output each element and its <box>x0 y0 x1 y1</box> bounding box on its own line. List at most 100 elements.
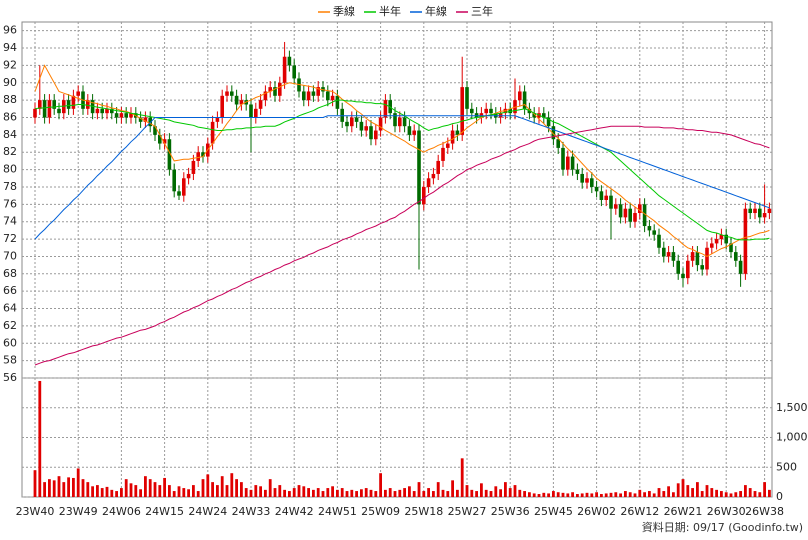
candle-body <box>95 108 100 114</box>
volume-bar <box>172 491 176 497</box>
candle-body <box>532 113 536 118</box>
volume-bar <box>518 489 522 497</box>
volume-bar <box>475 491 478 497</box>
volume-bar <box>662 491 666 497</box>
volume-bar <box>134 485 138 497</box>
candle-body <box>258 100 263 109</box>
y-tick-label: 56 <box>3 371 17 384</box>
volume-bar <box>739 491 742 497</box>
candle-body <box>345 121 349 127</box>
candle-body <box>575 169 580 174</box>
y-tick-label: 86 <box>3 111 17 124</box>
y-tick-label: 62 <box>3 319 17 332</box>
volume-bar <box>182 488 186 497</box>
volume-bar <box>129 483 133 497</box>
volume-bar <box>470 489 474 497</box>
candle-body <box>210 121 215 144</box>
candle-body <box>172 169 176 192</box>
x-tick-label: 26W12 <box>620 505 659 518</box>
candle-body <box>191 160 196 174</box>
candle-body <box>143 117 148 122</box>
volume-bar <box>91 486 94 497</box>
candle-body <box>657 234 661 248</box>
volume-bar <box>763 482 766 497</box>
volume-bar <box>643 492 646 497</box>
candle-body <box>426 178 431 187</box>
y-tick-label: 68 <box>3 267 17 280</box>
volume-bar <box>120 488 123 497</box>
volume-bar <box>96 485 99 497</box>
candle-body <box>455 130 460 135</box>
volume-bar <box>369 489 373 497</box>
candle-body <box>177 191 181 196</box>
volume-bar <box>52 480 56 497</box>
candle-body <box>129 113 133 118</box>
candle-body <box>407 126 412 135</box>
volume-bar <box>259 486 262 497</box>
candle-body <box>714 239 719 244</box>
volume-bar <box>628 492 632 497</box>
candle-body <box>38 100 42 109</box>
y-tick-label: 60 <box>3 336 17 349</box>
candle-body <box>220 95 224 118</box>
candle-body <box>561 147 565 170</box>
volume-bar <box>456 489 459 497</box>
volume-bar <box>676 483 680 497</box>
volume-bar <box>590 493 594 497</box>
candle-body <box>710 243 714 248</box>
volume-bar <box>576 494 579 497</box>
candle-body <box>585 178 589 183</box>
volume-bar <box>585 492 589 497</box>
volume-bar <box>422 491 426 497</box>
candle-body <box>729 243 733 253</box>
volume-bar <box>153 482 157 497</box>
volume-bar <box>744 485 747 497</box>
candle-body <box>393 113 397 127</box>
volume-bar <box>249 489 253 497</box>
x-tick-label: 25W36 <box>491 505 530 518</box>
x-tick-label: 24W24 <box>188 505 227 518</box>
candle-body <box>450 130 455 144</box>
candle-body <box>225 91 229 96</box>
y-tick-label: 58 <box>3 354 17 367</box>
candle-body <box>383 100 388 118</box>
candle-body <box>292 65 296 79</box>
volume-bar <box>705 485 709 497</box>
volume-bar <box>158 485 162 497</box>
volume-bar <box>552 491 555 497</box>
volume-bar <box>100 488 104 497</box>
candle-body <box>86 100 90 109</box>
volume-bar <box>278 485 282 497</box>
volume-bar <box>403 488 406 497</box>
y-tick-label: 66 <box>3 284 17 297</box>
volume-bar <box>700 491 704 497</box>
volume-bar <box>484 489 488 497</box>
y-tick-label: 84 <box>3 128 17 141</box>
legend-label: 半年 <box>379 4 401 18</box>
volume-bar <box>187 489 190 497</box>
candle-body <box>71 95 76 109</box>
volume-bar <box>547 493 550 497</box>
volume-bar <box>489 491 493 497</box>
volume-bar <box>384 489 387 497</box>
x-tick-label: 24W15 <box>145 505 184 518</box>
volume-bar <box>748 488 752 497</box>
candle-body <box>42 100 47 118</box>
volume-bar <box>504 482 507 497</box>
candle-body <box>431 173 436 179</box>
volume-bar <box>638 489 642 497</box>
volume-bar <box>696 482 699 497</box>
x-tick-label: 25W45 <box>534 505 573 518</box>
volume-bar <box>110 489 114 497</box>
volume-bar <box>523 491 526 497</box>
x-tick-label: 24W51 <box>318 505 357 518</box>
candle-body <box>762 213 767 218</box>
candle-body <box>162 139 167 144</box>
y-tick-label: 0 <box>776 490 783 503</box>
volume-bar <box>460 458 464 497</box>
candle-body <box>599 191 604 200</box>
volume-bar <box>48 479 51 497</box>
volume-bar <box>336 489 339 497</box>
volume-bar <box>393 491 397 497</box>
volume-bar <box>494 486 498 497</box>
